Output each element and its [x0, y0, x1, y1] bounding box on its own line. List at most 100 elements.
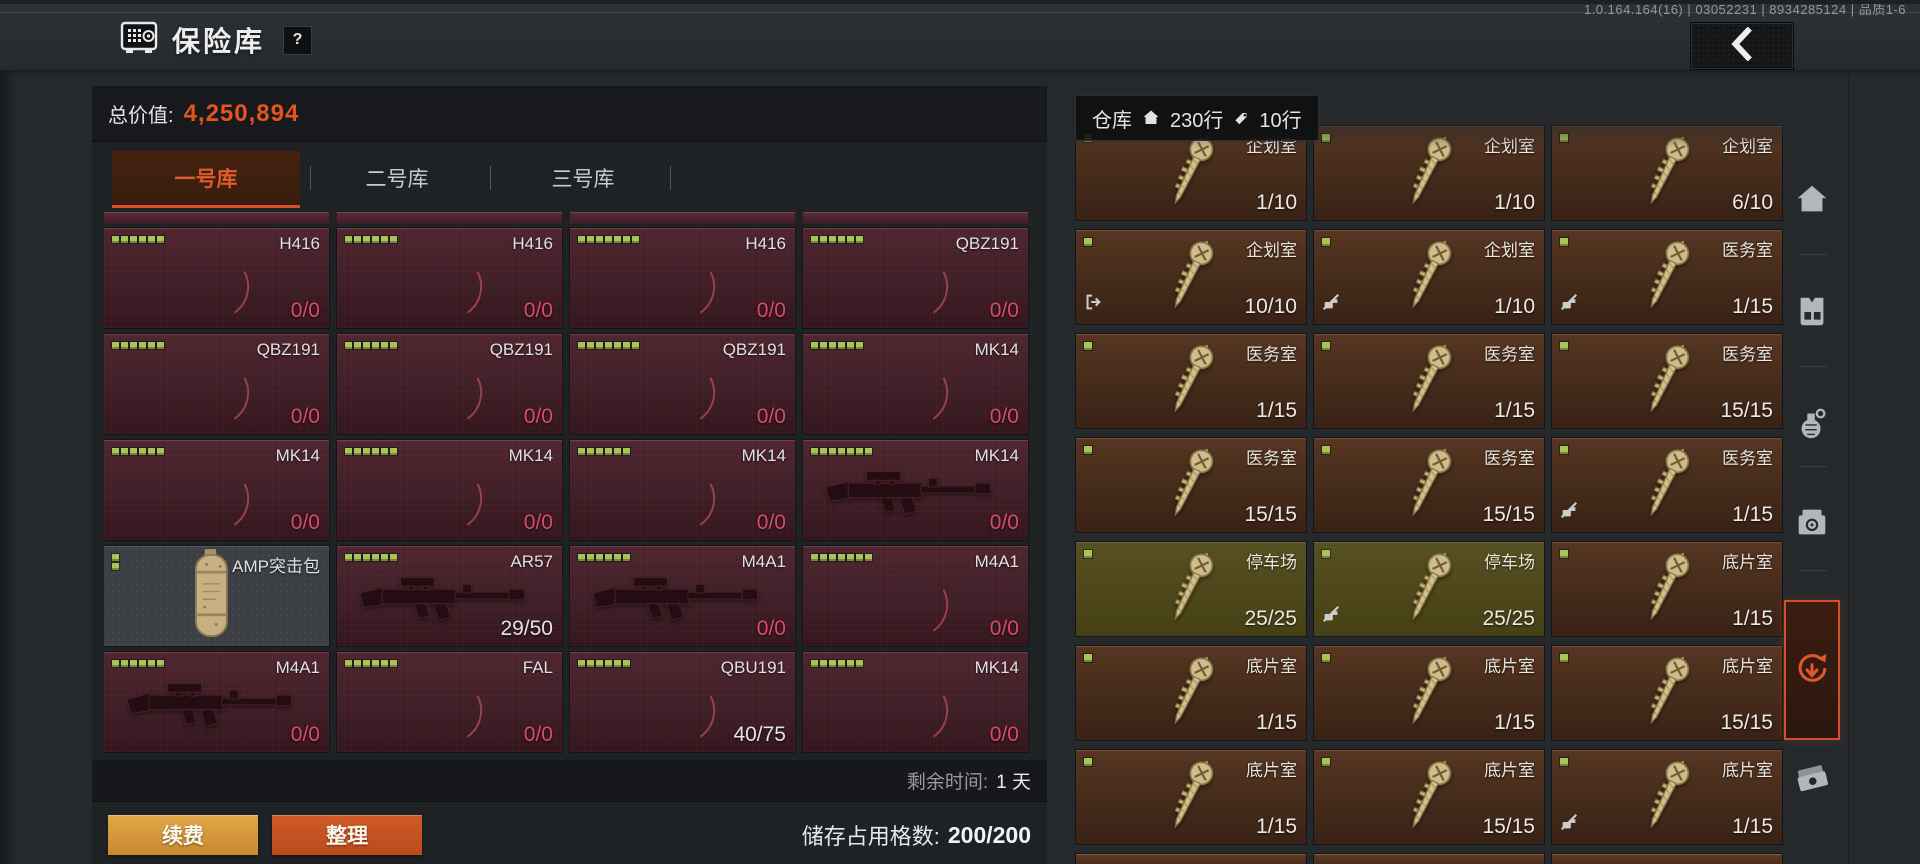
key-item-cell[interactable]: 企划室 10/10 — [1076, 230, 1306, 324]
vault-item-cell[interactable]: AMP突击包 — [104, 546, 329, 646]
version-text: 1.0.164.164(16) | 03052231 | 8934285124 … — [1583, 2, 1906, 17]
vault-item-cell[interactable]: H416 0/0 — [104, 228, 329, 328]
key-item-cell[interactable]: 医务室 1/15 — [1552, 230, 1782, 324]
remaining-time-bar: 剩余时间: 1 天 — [92, 760, 1047, 802]
durability-pip — [354, 342, 361, 349]
key-item-cell[interactable]: 企划室 1/10 — [1314, 230, 1544, 324]
key-item-cell[interactable]: 底片室 1/15 — [1552, 542, 1782, 636]
durability-pip — [596, 448, 603, 455]
key-count: 25/25 — [1482, 607, 1535, 630]
key-item-cell[interactable]: 医务室 15/15 — [1552, 334, 1782, 428]
key-item-cell[interactable]: 医务室 15/15 — [1314, 438, 1544, 532]
total-value: 4,250,894 — [183, 99, 300, 127]
vault-item-cell[interactable]: MK14 0/0 — [337, 440, 562, 540]
sidebar-item-vest[interactable] — [1786, 286, 1838, 338]
key-item-cell[interactable]: 停车场 25/25 — [1076, 542, 1306, 636]
sidebar-item-cash[interactable] — [1786, 752, 1838, 804]
key-item-cell[interactable]: 底片室 1/15 — [1314, 646, 1544, 740]
vault-item-cell[interactable]: H416 0/0 — [337, 228, 562, 328]
vault-item-cell[interactable]: H416 0/0 — [570, 228, 795, 328]
sidebar-item-supply-box[interactable] — [1786, 496, 1838, 548]
key-name: 底片室 — [1484, 761, 1535, 780]
vault-item-cell[interactable]: M4A1 0/0 — [803, 546, 1028, 646]
durability-pip — [148, 448, 155, 455]
remaining-time-label: 剩余时间: — [906, 772, 989, 793]
sidebar-divider — [1799, 466, 1827, 467]
vault-item-cell[interactable]: M4A1 0/0 — [104, 652, 329, 752]
vault-item-cell[interactable]: MK14 0/0 — [570, 440, 795, 540]
empty-slot-arc — [654, 464, 721, 536]
item-count: 40/75 — [733, 723, 786, 746]
vault-item-cell[interactable]: MK14 0/0 — [104, 440, 329, 540]
durability-pip — [390, 342, 397, 349]
vault-item-cell[interactable]: QBZ191 0/0 — [337, 334, 562, 434]
durability-pip — [157, 448, 164, 455]
vault-tab-2[interactable]: 二号库 — [304, 151, 490, 205]
durability-pip — [847, 236, 854, 243]
key-item-cell[interactable]: 底片室 1/15 — [1552, 750, 1782, 844]
key-item-cell[interactable]: 企划室 6/10 — [1552, 126, 1782, 220]
durability-pip — [614, 236, 621, 243]
durability-pips — [811, 342, 863, 349]
key-item-cell[interactable]: 底片室 1/15 — [1076, 646, 1306, 740]
key-image — [1634, 545, 1697, 633]
key-item-cell[interactable]: 停车场 25/25 — [1314, 542, 1544, 636]
key-item-cell[interactable]: 医务室 15/15 — [1076, 438, 1306, 532]
vault-item-cell[interactable]: MK14 0/0 — [803, 652, 1028, 752]
rifle-silhouette — [590, 568, 776, 635]
key-item-cell[interactable]: 医务室 1/15 — [1076, 334, 1306, 428]
non-tradeable-icon — [1559, 292, 1579, 317]
vault-item-cell[interactable]: QBZ191 0/0 — [570, 334, 795, 434]
vault-item-cell[interactable]: FAL 0/0 — [337, 652, 562, 752]
help-button[interactable]: ? — [283, 25, 313, 55]
vault-tab-1[interactable]: 一号库 — [112, 151, 300, 208]
item-count: 0/0 — [756, 617, 786, 640]
durability-pip — [578, 236, 585, 243]
durability-pip — [829, 448, 836, 455]
key-image — [1158, 129, 1221, 217]
remaining-time-value: 1 天 — [996, 772, 1031, 793]
key-item-cell[interactable]: 医务室 1/15 — [1314, 334, 1544, 428]
durability-pip — [587, 660, 594, 667]
durability-pip — [811, 554, 818, 561]
sort-button[interactable]: 整理 — [272, 815, 422, 855]
key-item-cell[interactable]: 底片室 1/15 — [1076, 750, 1306, 844]
vault-item-cell[interactable]: QBU191 40/75 — [570, 652, 795, 752]
non-tradeable-icon — [1559, 812, 1579, 837]
vault-item-cell[interactable]: M4A1 0/0 — [570, 546, 795, 646]
total-value-bar: 总价值: 4,250,894 — [92, 86, 1047, 142]
back-button[interactable] — [1690, 22, 1794, 70]
key-item-cell[interactable]: 底片室 15/15 — [1552, 646, 1782, 740]
vault-item-cell[interactable]: MK14 0/0 — [803, 440, 1028, 540]
vault-tab-3[interactable]: 三号库 — [490, 151, 676, 205]
item-name: QBZ191 — [489, 340, 553, 359]
vault-item-sliver — [803, 212, 1028, 224]
key-item-cell[interactable]: 医务室 1/15 — [1552, 438, 1782, 532]
sidebar-item-vault-deposit[interactable] — [1784, 600, 1840, 740]
key-count: 25/25 — [1244, 607, 1297, 630]
key-count: 15/15 — [1720, 711, 1773, 734]
vault-item-cell[interactable]: MK14 0/0 — [803, 334, 1028, 434]
sidebar-item-grenade[interactable] — [1786, 398, 1838, 450]
item-count: 0/0 — [756, 299, 786, 322]
durability-pip — [596, 342, 603, 349]
vault-item-cell[interactable]: QBZ191 0/0 — [803, 228, 1028, 328]
vault-item-cell[interactable]: QBZ191 0/0 — [104, 334, 329, 434]
key-item-cell[interactable]: 底片室 15/15 — [1314, 750, 1544, 844]
chevron-left-icon — [1727, 27, 1757, 66]
sidebar-divider — [1799, 254, 1827, 255]
durability-pips — [578, 236, 639, 243]
key-image — [1396, 441, 1459, 529]
durability-pip — [829, 554, 836, 561]
vault-item-cell[interactable]: AR57 29/50 — [337, 546, 562, 646]
safe-icon — [120, 21, 160, 60]
renew-button[interactable]: 续费 — [108, 815, 258, 855]
durability-pip — [381, 236, 388, 243]
sidebar-item-home[interactable] — [1786, 174, 1838, 226]
key-name: 底片室 — [1722, 657, 1773, 676]
durability-pip — [838, 342, 845, 349]
key-item-cell[interactable]: 企划室 1/10 — [1314, 126, 1544, 220]
key-count: 1/15 — [1494, 711, 1535, 734]
item-count: 0/0 — [989, 723, 1019, 746]
page-title: 保险库 — [172, 26, 266, 57]
